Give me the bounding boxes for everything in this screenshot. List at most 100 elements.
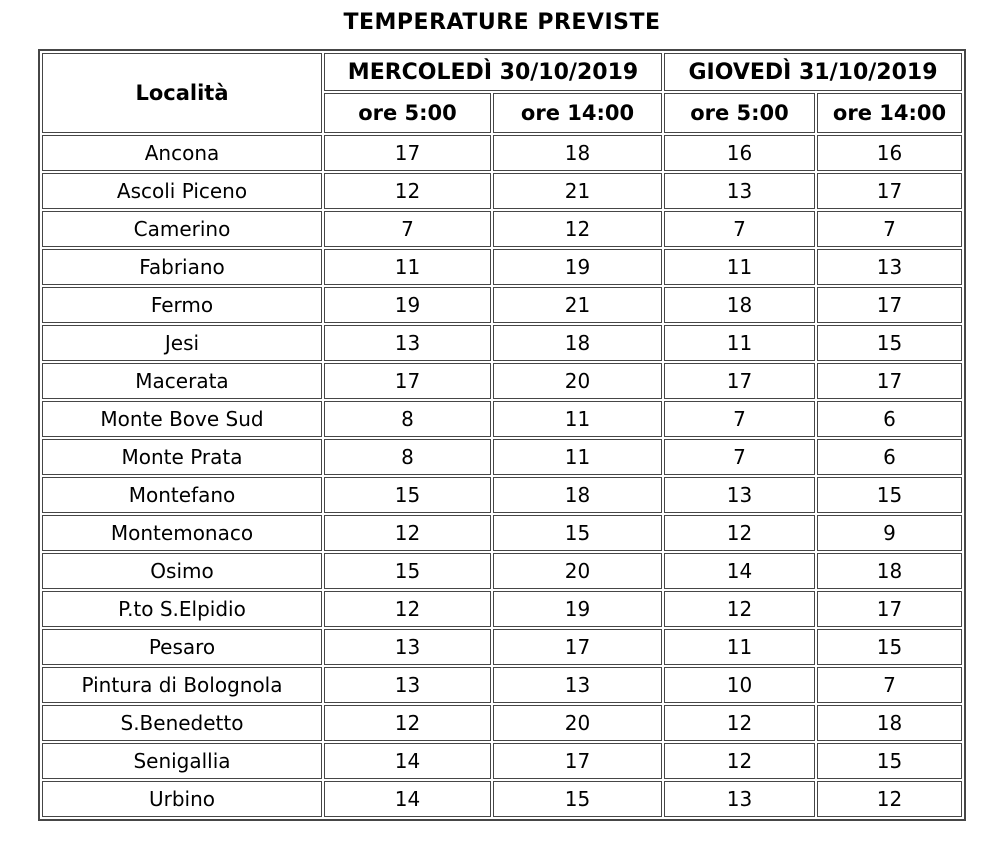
temperature-cell: 7: [817, 667, 963, 703]
temperature-cell: 12: [664, 591, 815, 627]
column-header-thu-0500: ore 5:00: [664, 93, 815, 133]
column-header-wednesday: MERCOLEDÌ 30/10/2019: [324, 53, 662, 91]
table-row: Pesaro 13 17 11 15: [42, 629, 963, 665]
location-cell: Monte Bove Sud: [42, 401, 322, 437]
temperature-cell: 11: [664, 629, 815, 665]
temperature-cell: 12: [664, 515, 815, 551]
table-row: Montemonaco 12 15 12 9: [42, 515, 963, 551]
temperature-cell: 20: [493, 553, 662, 589]
table-row: Montefano 15 18 13 15: [42, 477, 963, 513]
table-row: Fermo 19 21 18 17: [42, 287, 963, 323]
location-cell: Ascoli Piceno: [42, 173, 322, 209]
temperature-cell: 15: [817, 629, 963, 665]
temperature-cell: 20: [493, 363, 662, 399]
location-cell: S.Benedetto: [42, 705, 322, 741]
temperature-cell: 15: [324, 553, 491, 589]
table-row: S.Benedetto 12 20 12 18: [42, 705, 963, 741]
column-header-location: Località: [42, 53, 322, 133]
location-cell: P.to S.Elpidio: [42, 591, 322, 627]
location-cell: Montefano: [42, 477, 322, 513]
temperature-cell: 18: [493, 325, 662, 361]
temperature-cell: 17: [493, 629, 662, 665]
temperature-cell: 17: [817, 287, 963, 323]
temperature-cell: 11: [324, 249, 491, 285]
temperature-cell: 18: [493, 477, 662, 513]
column-header-wed-1400: ore 14:00: [493, 93, 662, 133]
temperature-cell: 12: [817, 781, 963, 817]
temperature-cell: 12: [324, 173, 491, 209]
temperature-cell: 17: [664, 363, 815, 399]
temperature-table: Località MERCOLEDÌ 30/10/2019 GIOVEDÌ 31…: [38, 49, 967, 821]
temperature-cell: 12: [324, 591, 491, 627]
temperature-cell: 13: [324, 325, 491, 361]
temperature-cell: 20: [493, 705, 662, 741]
temperature-cell: 19: [324, 287, 491, 323]
page-title: TEMPERATURE PREVISTE: [343, 10, 661, 35]
temperature-cell: 12: [324, 705, 491, 741]
table-row: Ascoli Piceno 12 21 13 17: [42, 173, 963, 209]
location-cell: Senigallia: [42, 743, 322, 779]
table-row: Fabriano 11 19 11 13: [42, 249, 963, 285]
temperature-cell: 21: [493, 173, 662, 209]
location-cell: Monte Prata: [42, 439, 322, 475]
temperature-cell: 13: [324, 667, 491, 703]
table-row: Urbino 14 15 13 12: [42, 781, 963, 817]
temperature-cell: 14: [664, 553, 815, 589]
temperature-cell: 15: [817, 325, 963, 361]
table-row: Monte Bove Sud 8 11 7 6: [42, 401, 963, 437]
temperature-cell: 7: [324, 211, 491, 247]
table-row: Pintura di Bolognola 13 13 10 7: [42, 667, 963, 703]
location-cell: Pesaro: [42, 629, 322, 665]
temperature-cell: 8: [324, 439, 491, 475]
temperature-cell: 15: [817, 477, 963, 513]
location-cell: Macerata: [42, 363, 322, 399]
temperature-cell: 17: [817, 173, 963, 209]
temperature-cell: 13: [664, 173, 815, 209]
temperature-cell: 6: [817, 439, 963, 475]
location-cell: Camerino: [42, 211, 322, 247]
location-cell: Pintura di Bolognola: [42, 667, 322, 703]
temperature-cell: 18: [493, 135, 662, 171]
temperature-cell: 14: [324, 743, 491, 779]
temperature-cell: 11: [664, 325, 815, 361]
location-cell: Fermo: [42, 287, 322, 323]
temperature-cell: 15: [493, 515, 662, 551]
temperature-cell: 12: [493, 211, 662, 247]
table-row: Ancona 17 18 16 16: [42, 135, 963, 171]
temperature-cell: 13: [493, 667, 662, 703]
temperature-cell: 21: [493, 287, 662, 323]
temperature-cell: 16: [664, 135, 815, 171]
temperature-cell: 13: [817, 249, 963, 285]
content-area: TEMPERATURE PREVISTE Località MERCOLEDÌ …: [38, 10, 967, 821]
table-row: Monte Prata 8 11 7 6: [42, 439, 963, 475]
temperature-cell: 19: [493, 591, 662, 627]
table-header: Località MERCOLEDÌ 30/10/2019 GIOVEDÌ 31…: [42, 53, 963, 133]
temperature-cell: 11: [493, 439, 662, 475]
table-row: Osimo 15 20 14 18: [42, 553, 963, 589]
table-row: P.to S.Elpidio 12 19 12 17: [42, 591, 963, 627]
temperature-cell: 7: [664, 211, 815, 247]
location-cell: Fabriano: [42, 249, 322, 285]
temperature-cell: 18: [817, 553, 963, 589]
temperature-cell: 18: [664, 287, 815, 323]
table-row: Jesi 13 18 11 15: [42, 325, 963, 361]
temperature-cell: 12: [664, 705, 815, 741]
temperature-cell: 17: [817, 363, 963, 399]
table-body: Ancona 17 18 16 16 Ascoli Piceno 12 21 13 17 Camer…: [42, 135, 963, 817]
location-cell: Montemonaco: [42, 515, 322, 551]
temperature-cell: 10: [664, 667, 815, 703]
temperature-cell: 15: [817, 743, 963, 779]
temperature-cell: 17: [817, 591, 963, 627]
temperature-cell: 11: [493, 401, 662, 437]
table-row: Macerata 17 20 17 17: [42, 363, 963, 399]
location-cell: Jesi: [42, 325, 322, 361]
column-header-thu-1400: ore 14:00: [817, 93, 963, 133]
temperature-cell: 13: [664, 781, 815, 817]
temperature-cell: 6: [817, 401, 963, 437]
temperature-cell: 9: [817, 515, 963, 551]
temperature-cell: 13: [324, 629, 491, 665]
table-row: Camerino 7 12 7 7: [42, 211, 963, 247]
temperature-cell: 11: [664, 249, 815, 285]
temperature-cell: 17: [493, 743, 662, 779]
